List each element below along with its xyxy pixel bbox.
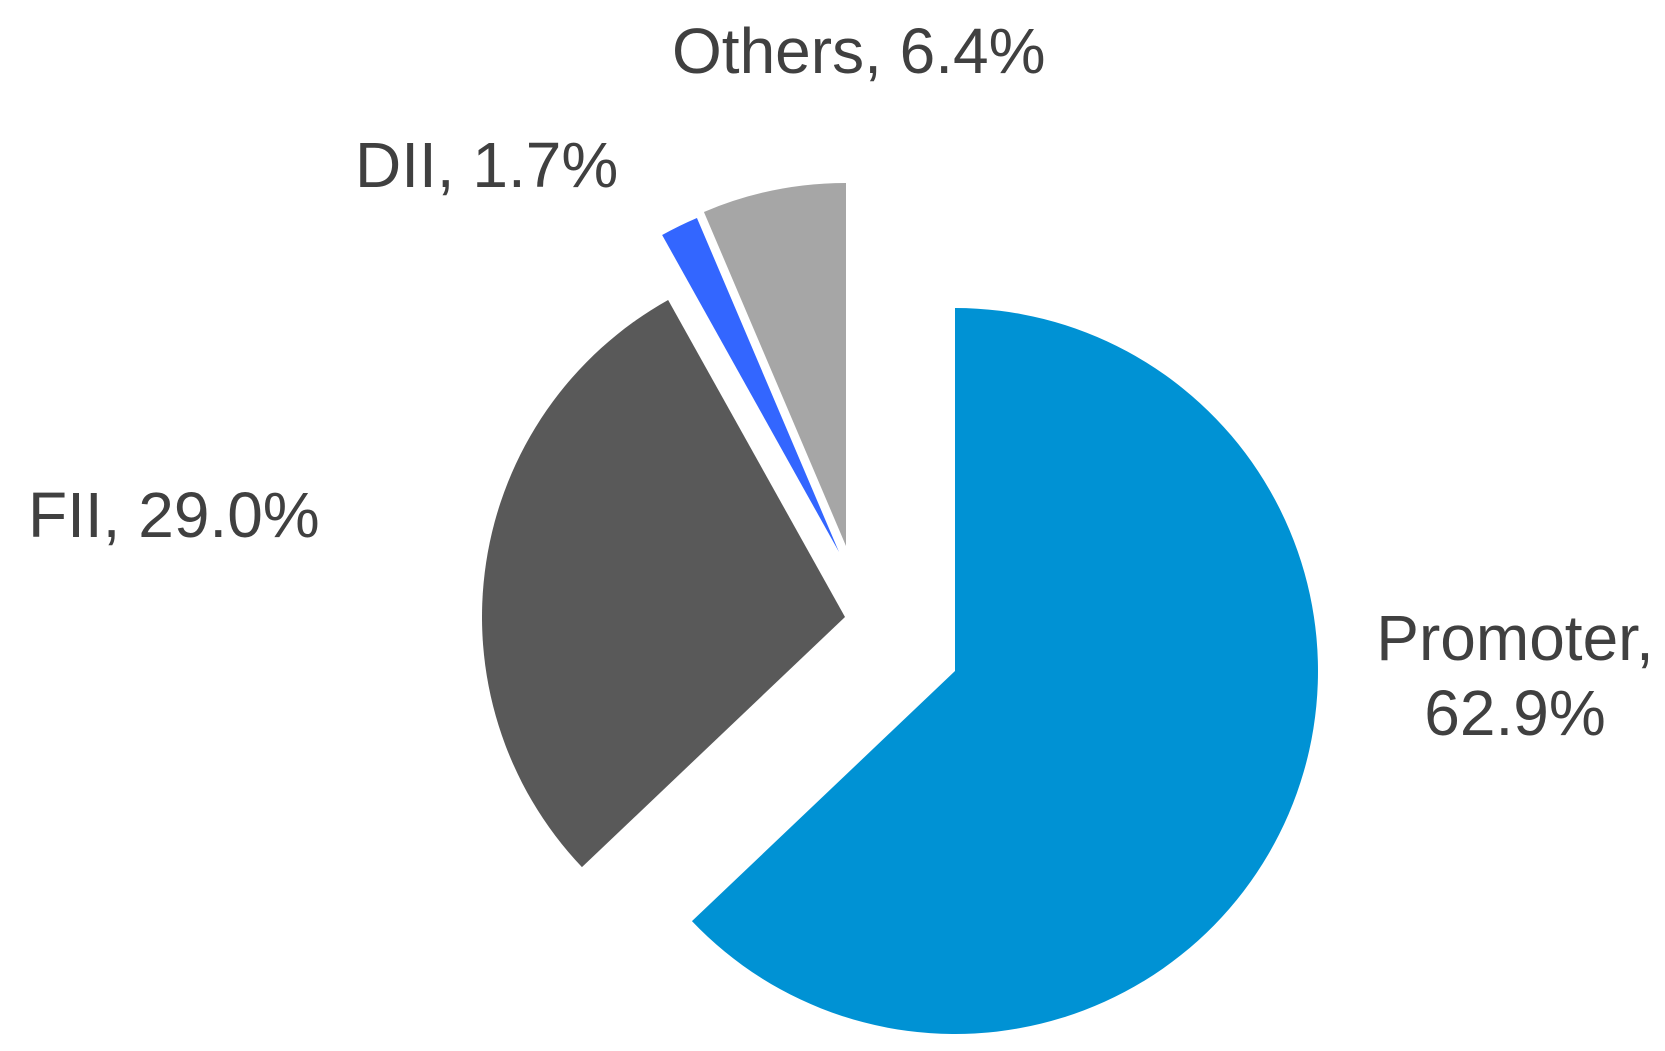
slices-layer bbox=[482, 183, 1318, 1034]
pie-slice-others bbox=[703, 183, 846, 546]
data-label-fii: FII, 29.0% bbox=[28, 479, 320, 551]
data-label-promoter-value: 62.9% bbox=[1424, 677, 1605, 749]
data-label-others: Others, 6.4% bbox=[672, 15, 1046, 87]
pie-slice-fii bbox=[482, 300, 845, 868]
pie-slice-dii bbox=[662, 217, 839, 552]
pie-slice-promoter bbox=[691, 308, 1318, 1034]
labels-layer: Promoter,62.9% FII, 29.0% DII, 1.7% Others,… bbox=[28, 15, 1654, 749]
data-label-promoter: Promoter, bbox=[1376, 602, 1653, 674]
data-label-dii: DII, 1.7% bbox=[355, 129, 618, 201]
